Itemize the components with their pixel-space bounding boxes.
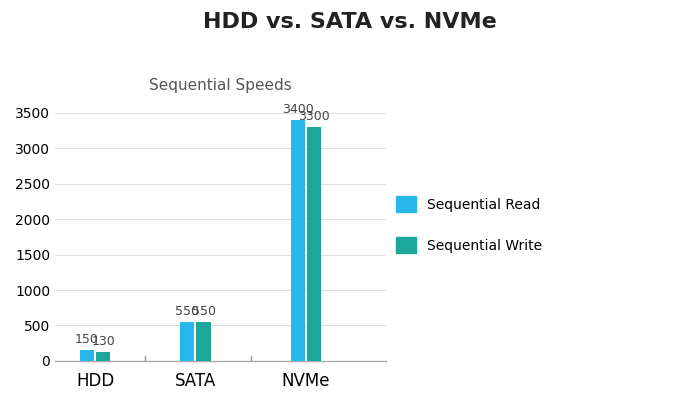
Bar <box>307 127 321 361</box>
Text: 550: 550 <box>175 305 199 318</box>
Text: 3300: 3300 <box>298 110 330 123</box>
Text: 150: 150 <box>75 333 99 346</box>
Bar <box>291 120 305 361</box>
Bar <box>180 322 194 361</box>
Legend: Sequential Read, Sequential Write: Sequential Read, Sequential Write <box>396 196 542 253</box>
Bar <box>96 352 110 361</box>
Bar <box>196 322 210 361</box>
Text: HDD vs. SATA vs. NVMe: HDD vs. SATA vs. NVMe <box>203 12 496 32</box>
Text: 550: 550 <box>192 305 215 318</box>
Text: 130: 130 <box>92 335 115 348</box>
Text: 3400: 3400 <box>282 103 314 116</box>
Title: Sequential Speeds: Sequential Speeds <box>149 78 292 93</box>
Bar <box>80 350 94 361</box>
